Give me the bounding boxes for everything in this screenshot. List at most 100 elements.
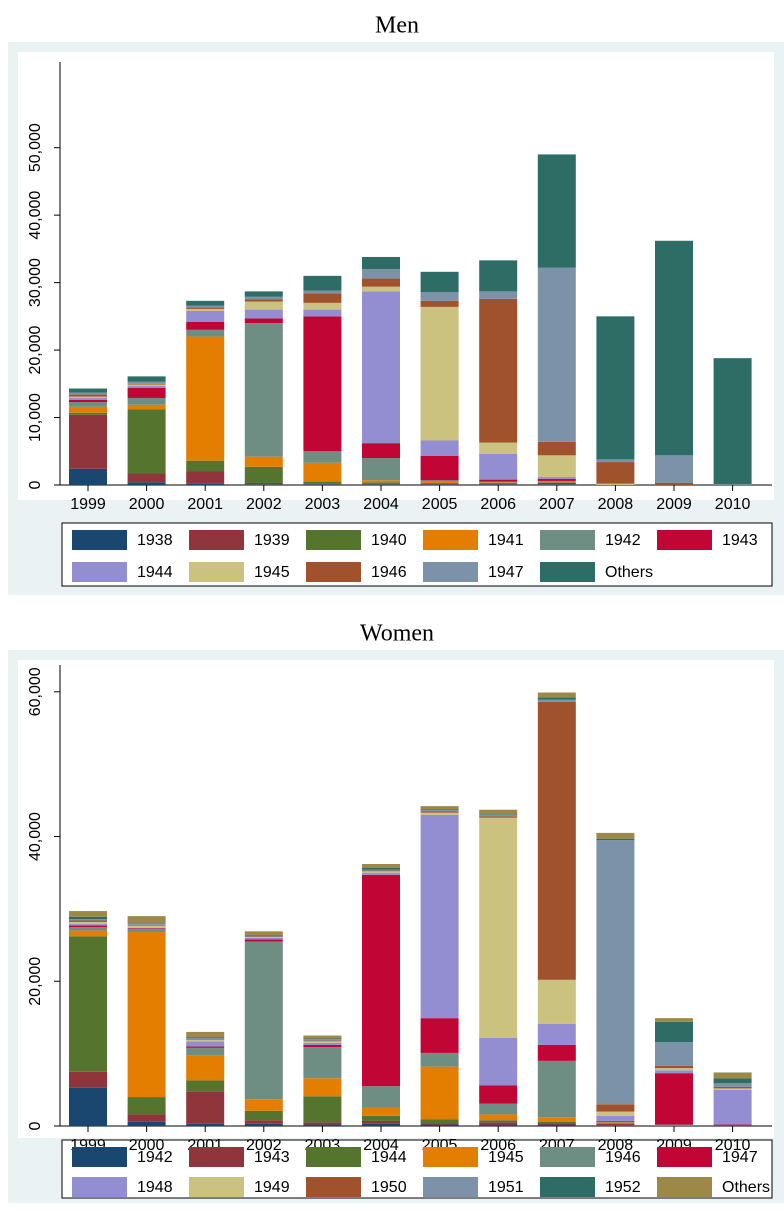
bar-segment [69, 397, 107, 400]
bar-segment [303, 1122, 342, 1125]
bar-segment [713, 1125, 752, 1126]
bar-segment [127, 928, 166, 930]
bar-segment [537, 979, 576, 1024]
bar-segment [596, 1120, 635, 1122]
bar-segment [479, 260, 518, 292]
legend-swatch [72, 1177, 127, 1197]
x-tick-label: 2006 [480, 1137, 516, 1154]
legend-swatch [540, 530, 595, 550]
y-tick-label: 50,000 [27, 123, 44, 172]
bar-segment [537, 1044, 576, 1061]
bar-segment [655, 1070, 693, 1074]
bar-segment [420, 1018, 459, 1053]
bar-segment [127, 404, 166, 410]
bar-segment [244, 937, 283, 940]
bar-segment [479, 1122, 518, 1125]
bar-segment [244, 456, 283, 467]
bar-segment [303, 316, 342, 452]
bar-segment [303, 1047, 342, 1079]
x-tick-label: 1999 [70, 496, 106, 513]
bar-segment [537, 1060, 576, 1118]
bar-segment [420, 1066, 459, 1120]
bar-segment [186, 307, 225, 309]
bar-segment [69, 920, 107, 922]
legend-label: 1950 [371, 1179, 407, 1196]
bar-segment [537, 701, 576, 980]
bar-segment [713, 1089, 752, 1125]
bar-segment [186, 1091, 225, 1124]
bar-segment [244, 301, 283, 310]
legend-label: 1944 [371, 1149, 407, 1166]
bar-segment [244, 941, 283, 1100]
bar-segment [420, 809, 459, 810]
bar-segment [420, 812, 459, 815]
x-tick-label: 2001 [187, 496, 223, 513]
bar-segment [186, 329, 225, 337]
bar-segment [127, 381, 166, 384]
legend-swatch [72, 562, 127, 582]
bar-segment [655, 455, 693, 483]
legend-swatch [189, 562, 244, 582]
bar-segment [420, 481, 459, 483]
bar-segment [244, 934, 283, 936]
legend-label: 1943 [254, 1149, 290, 1166]
legend-label: 1945 [254, 564, 290, 581]
bar-segment [127, 927, 166, 929]
bar-segment [186, 1047, 225, 1056]
legend-swatch [306, 1147, 361, 1167]
bar-segment [479, 479, 518, 482]
bar-segment [537, 482, 576, 485]
bar-segment [713, 1088, 752, 1090]
bar-segment [69, 916, 107, 920]
bar-segment [244, 296, 283, 300]
bar-segment [244, 931, 283, 935]
bar-segment [713, 1124, 752, 1126]
chart-title: Men [375, 13, 419, 39]
y-tick-label: 0 [27, 1121, 44, 1130]
legend-swatch [423, 1177, 478, 1197]
bar-segment [69, 1087, 107, 1126]
bar-segment [303, 1041, 342, 1043]
bar-segment [127, 383, 166, 385]
bar-segment [69, 392, 107, 395]
y-tick-label: 30,000 [27, 258, 44, 307]
bar-segment [69, 925, 107, 927]
bar-segment [362, 1086, 400, 1108]
bar-segment [186, 1080, 225, 1092]
bar-segment [303, 275, 342, 291]
chart-title: Women [360, 621, 434, 647]
x-tick-label: 2008 [598, 496, 634, 513]
bar-segment [362, 484, 400, 485]
bar-segment [186, 1039, 225, 1042]
legend-label: 1944 [137, 564, 173, 581]
bar-segment [303, 484, 342, 485]
legend-label: 1938 [137, 532, 173, 549]
bar-segment [303, 1044, 342, 1048]
legend-label: 1940 [371, 532, 407, 549]
bar-segment [69, 394, 107, 397]
bar-segment [303, 302, 342, 310]
x-tick-label: 2004 [363, 496, 399, 513]
bar-segment [69, 468, 107, 485]
bar-segment [479, 482, 518, 483]
bar-segment [244, 937, 283, 938]
bar-segment [655, 240, 693, 456]
legend-swatch [657, 530, 712, 550]
bar-segment [713, 1083, 752, 1087]
bar-segment [127, 916, 166, 923]
bar-segment [186, 1031, 225, 1037]
bar-segment [655, 1073, 693, 1125]
legend-label: 1947 [722, 1149, 758, 1166]
bar-segment [362, 1120, 400, 1124]
bar-segment [420, 271, 459, 293]
bar-segment [479, 483, 518, 485]
bar-segment [655, 1065, 693, 1069]
bar-segment [596, 1104, 635, 1112]
bar-segment [420, 1123, 459, 1125]
bar-segment [479, 298, 518, 443]
bar-segment [362, 480, 400, 483]
bar-segment [420, 292, 459, 301]
x-tick-label: 2009 [656, 496, 692, 513]
bar-segment [596, 316, 635, 460]
